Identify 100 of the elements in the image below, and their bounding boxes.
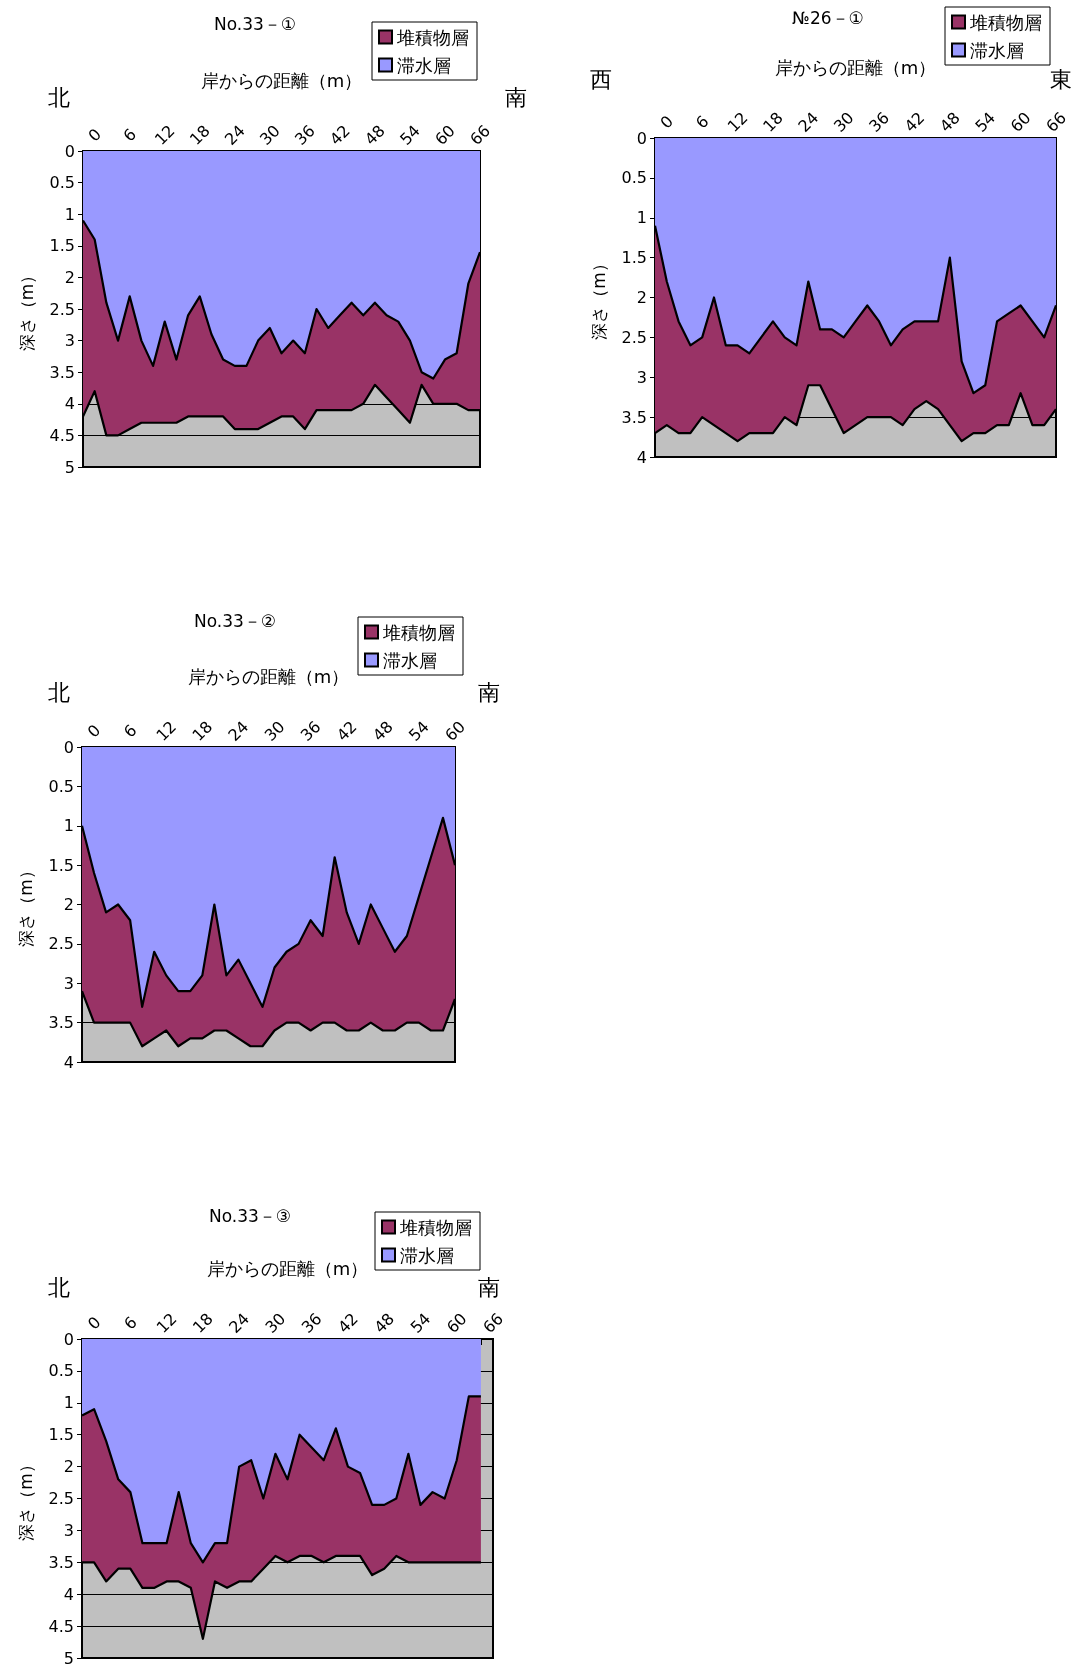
y-axis-title: 深さ（m） [588,255,609,340]
text: 北 [48,84,70,110]
y-tick-label: 2 [63,1457,74,1477]
x-tick-label: 24 [224,717,253,745]
x-tick-label: 60 [431,121,459,149]
text: 東 [1050,66,1072,92]
x-tick-label: 0 [83,1312,105,1334]
chart-title: No.33－③ [208,1205,292,1226]
x-tick-label: 0 [83,720,105,742]
legend-label: 堆積物層 [396,26,469,48]
text: 西 [590,66,612,92]
x-tick-label: 66 [466,121,494,149]
y-tick-label: 0.5 [48,1361,74,1381]
x-tick-label: 42 [325,121,354,149]
x-tick-label: 0 [84,124,105,146]
x-tick-label: 30 [260,717,289,745]
x-tick-label: 36 [297,1309,326,1337]
y-tick-label: 4 [64,394,75,414]
y-tick-label: 3.5 [621,407,647,427]
x-tick-label: 6 [120,1312,141,1334]
y-tick-label: 3 [63,973,74,993]
y-tick-label: 1.5 [48,855,74,875]
x-tick-label: 30 [829,108,858,136]
x-tick-label: 42 [334,1309,362,1337]
y-tick-label: 2.5 [48,934,74,954]
x-tick-label: 60 [441,717,469,745]
y-axis-title: 深さ（m） [15,862,36,947]
y-tick-label: 1.5 [621,248,647,268]
legend-label: 滞水層 [383,649,437,671]
x-tick-label: 24 [794,108,823,136]
x-tick-label: 18 [185,121,214,149]
x-tick-label: 6 [119,124,141,146]
y-tick-label: 0.5 [621,168,647,188]
y-tick-label: 1.5 [48,1425,74,1445]
x-tick-label: 48 [370,1309,399,1337]
x-tick-label: 18 [759,108,787,136]
y-tick-label: 1 [64,204,75,224]
y-tick-label: 3.5 [49,362,75,382]
y-tick-label: 0.5 [48,776,74,796]
text: 南 [505,84,527,110]
x-tick-label: 18 [188,717,217,745]
y-tick-label: 3 [64,331,75,351]
y-tick-label: 4.5 [49,425,75,445]
x-tick-label: 6 [119,720,141,742]
chart-title: No.33－① [213,13,297,34]
y-axis-title: 深さ（m） [15,1456,36,1541]
y-tick-label: 3 [63,1520,74,1540]
x-tick-label: 30 [261,1309,290,1337]
y-tick-label: 4 [636,447,647,467]
x-tick-label: 60 [442,1309,471,1337]
y-tick-label: 1.5 [49,236,75,256]
x-tick-label: 12 [152,1309,181,1337]
y-tick-label: 2 [63,895,74,914]
y-tick-label: 2.5 [48,1489,74,1508]
legend-label: 滞水層 [397,54,451,76]
legend-label: 滞水層 [970,39,1024,61]
y-tick-label: 3.5 [48,1013,74,1033]
x-tick-label: 54 [396,121,424,149]
x-tick-label: 66 [1042,108,1070,136]
x-tick-label: 36 [865,108,893,136]
x-axis-title: 岸からの距離（m） [206,1257,369,1279]
legend-label: 堆積物層 [382,621,455,643]
x-tick-label: 54 [971,108,1000,136]
y-tick-label: 2.5 [49,299,75,319]
legend-label: 滞水層 [400,1244,454,1266]
x-tick-label: 66 [479,1309,507,1337]
x-tick-label: 42 [332,717,361,745]
x-tick-label: 12 [150,121,179,149]
y-tick-label: 4 [63,1584,74,1604]
legend-label: 堆積物層 [969,11,1042,33]
text: 北 [48,679,70,705]
x-tick-label: 48 [368,717,397,745]
chart-title: №26－① [792,7,864,28]
y-tick-label: 4.5 [48,1616,74,1636]
chart-title: No.33－② [193,610,277,631]
x-axis-title: 岸からの距離（m） [774,56,937,78]
y-tick-label: 4 [63,1052,74,1072]
legend-label: 堆積物層 [399,1216,472,1238]
y-tick-label: 3 [636,367,647,387]
y-tick-label: 1 [636,208,647,228]
x-tick-label: 36 [290,121,319,149]
x-tick-label: 48 [935,108,964,136]
x-tick-label: 48 [361,121,389,149]
y-axis-title: 深さ（m） [16,266,37,352]
x-axis-title: 岸からの距離（m） [200,69,363,91]
x-tick-label: 0 [656,111,678,133]
x-tick-label: 24 [225,1309,254,1337]
x-tick-label: 36 [296,717,325,745]
x-tick-label: 60 [1006,108,1035,136]
y-tick-label: 3.5 [48,1552,74,1572]
y-tick-label: 1 [63,1393,74,1413]
x-tick-label: 12 [723,108,752,136]
x-tick-label: 42 [900,108,929,136]
x-axis-title: 岸からの距離（m） [187,665,350,687]
y-tick-label: 2.5 [621,327,647,347]
x-tick-label: 12 [152,717,181,745]
x-tick-label: 30 [255,121,284,149]
x-tick-label: 54 [406,1309,435,1337]
y-tick-label: 1 [63,816,74,836]
x-tick-label: 24 [220,121,249,149]
